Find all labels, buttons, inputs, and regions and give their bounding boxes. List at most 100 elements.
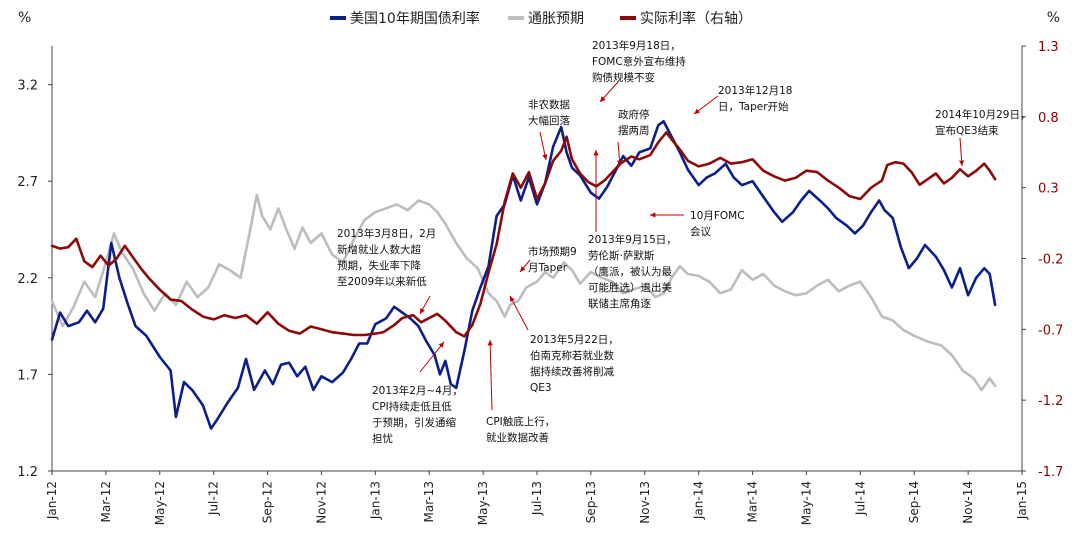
x-tick-label: May-13 xyxy=(476,481,490,525)
y-left-tick-label: 3.2 xyxy=(17,79,38,94)
legend: 美国10年期国债利率 通胀预期 实际利率（右轴） xyxy=(330,10,752,27)
annotation-line: 于预期，引发通缩 xyxy=(372,416,456,429)
annotation-line: 月Taper xyxy=(528,262,568,274)
annotation-line: 预期，失业率下降 xyxy=(337,259,421,272)
annotation-line: 10月FOMC xyxy=(690,210,745,222)
annotation-arrow xyxy=(419,341,445,373)
y-right-tick-label: 0.3 xyxy=(1038,182,1059,197)
x-tick-label: Sep-12 xyxy=(261,481,275,523)
annotation-line: 2013年3月8日，2月 xyxy=(337,227,436,240)
annotation-line: 购债规模不变 xyxy=(592,71,655,84)
y-right-tick-label: -0.2 xyxy=(1038,253,1063,268)
annotation-arrowhead xyxy=(510,296,515,302)
annotation-line: 2014年10月29日， xyxy=(935,108,1030,121)
x-tick-label: May-14 xyxy=(799,481,813,525)
annotation-arrowhead xyxy=(959,160,965,166)
series-lines xyxy=(50,120,997,430)
annotation-arrowhead xyxy=(520,266,526,272)
ann-cpi-up: CPI触底上行， 就业数据改善 xyxy=(486,339,555,444)
ann-taper-expect: 市场预期9 月Taper xyxy=(519,245,577,274)
ann-dec-taper: 2013年12月18 日，Taper开始 xyxy=(693,84,792,115)
annotation-line: 大幅回落 xyxy=(528,114,570,127)
y-right-tick-label: -0.7 xyxy=(1038,323,1063,338)
series-line-2 xyxy=(50,131,997,338)
annotation-line: （鹰派，被认为最 xyxy=(588,265,672,278)
annotation-line: CPI触底上行， xyxy=(486,415,555,428)
annotation-line: 市场预期9 xyxy=(528,245,577,258)
x-tick-label: Jul-13 xyxy=(530,481,544,516)
x-tick-label: Sep-14 xyxy=(907,481,921,523)
annotation-arrowhead xyxy=(650,212,656,218)
x-tick-label: Nov-14 xyxy=(961,481,975,524)
x-tick-label: Sep-13 xyxy=(584,481,598,523)
y-axis-right-unit: % xyxy=(1047,10,1060,26)
annotation-line: 劳伦斯·萨默斯 xyxy=(588,249,655,262)
x-tick-label: Nov-13 xyxy=(638,481,652,524)
annotation-line: 政府停 xyxy=(618,108,650,121)
y-left-tick-label: 1.7 xyxy=(17,368,38,383)
annotation-line: 2013年5月22日， xyxy=(530,333,619,346)
annotation-line: 新增就业人数大超 xyxy=(337,243,421,256)
x-tick-label: May-12 xyxy=(153,481,167,525)
axes: % % 3.2 2.7 2.2 1.7 1.2 1.3 0.8 0.3 -0.2 -0.7 -1.2 -1… xyxy=(17,10,1063,525)
x-tick-label: Jan-14 xyxy=(692,481,706,520)
annotation-line: 至2009年以来新低 xyxy=(337,275,427,288)
x-tick-label: Mar-12 xyxy=(99,481,113,522)
annotation-line: 会议 xyxy=(690,225,711,238)
annotation-arrowhead xyxy=(438,342,444,348)
annotation-arrowhead xyxy=(420,308,425,314)
y-right-tick-label: 1.3 xyxy=(1038,40,1059,55)
annotation-arrowhead xyxy=(542,154,548,160)
ann-oct-fomc: 10月FOMC 会议 xyxy=(650,210,745,238)
annotation-line: 非农数据 xyxy=(528,98,570,111)
legend-label-1: 通胀预期 xyxy=(528,11,584,27)
annotation-line: 就业数据改善 xyxy=(486,431,549,444)
annotation-line: QE3 xyxy=(530,382,552,394)
series-line-0 xyxy=(50,120,997,430)
x-tick-label: Mar-14 xyxy=(746,481,760,522)
annotation-line: FOMC意外宣布维持 xyxy=(592,55,686,68)
annotation-line: 2013年9月18日， xyxy=(592,39,681,52)
annotation-line: 宣布QE3结束 xyxy=(935,124,999,137)
annotation-arrowhead xyxy=(617,160,623,166)
y-left-tick-label: 2.7 xyxy=(17,175,38,190)
annotation-line: 据持续改善将削减 xyxy=(530,365,614,378)
y-right-tick-label: -1.2 xyxy=(1038,394,1063,409)
annotation-arrow xyxy=(509,295,529,331)
annotation-line: 伯南克称若就业数 xyxy=(530,349,614,362)
x-tick-label: Jul-12 xyxy=(207,481,221,516)
y-left-tick-label: 1.2 xyxy=(17,465,38,480)
annotation-arrowhead xyxy=(694,108,700,114)
ann-qe3-end: 2014年10月29日， 宣布QE3结束 xyxy=(935,108,1030,167)
legend-label-2: 实际利率（右轴） xyxy=(640,10,752,27)
x-tick-label: Mar-13 xyxy=(422,481,436,522)
annotation-arrowhead xyxy=(487,340,493,346)
annotation-line: 可能胜选）退出美 xyxy=(588,281,672,294)
annotation-line: 2013年9月15日， xyxy=(588,233,677,246)
x-tick-label: Nov-12 xyxy=(314,481,328,524)
x-tick-label: Jan-12 xyxy=(45,481,59,520)
annotation-line: 联储主席角逐 xyxy=(588,297,651,310)
x-tick-label: Jan-13 xyxy=(368,481,382,520)
y-right-tick-label: -1.7 xyxy=(1038,465,1063,480)
series-line-1 xyxy=(50,193,997,392)
legend-label-0: 美国10年期国债利率 xyxy=(350,10,480,27)
annotation-line: 摆两周 xyxy=(618,124,650,137)
annotation-line: 日，Taper开始 xyxy=(718,100,789,113)
annotation-line: CPI持续走低且低 xyxy=(372,400,452,413)
annotation-arrowhead xyxy=(593,150,599,156)
annotation-arrow xyxy=(489,339,493,411)
y-right-tick-label: 0.8 xyxy=(1038,111,1059,126)
annotation-line: 担忧 xyxy=(372,432,393,445)
x-tick-label: Jul-14 xyxy=(853,481,867,516)
y-left-tick-label: 2.2 xyxy=(17,272,38,287)
x-tick-label: Jan-15 xyxy=(1015,481,1029,520)
